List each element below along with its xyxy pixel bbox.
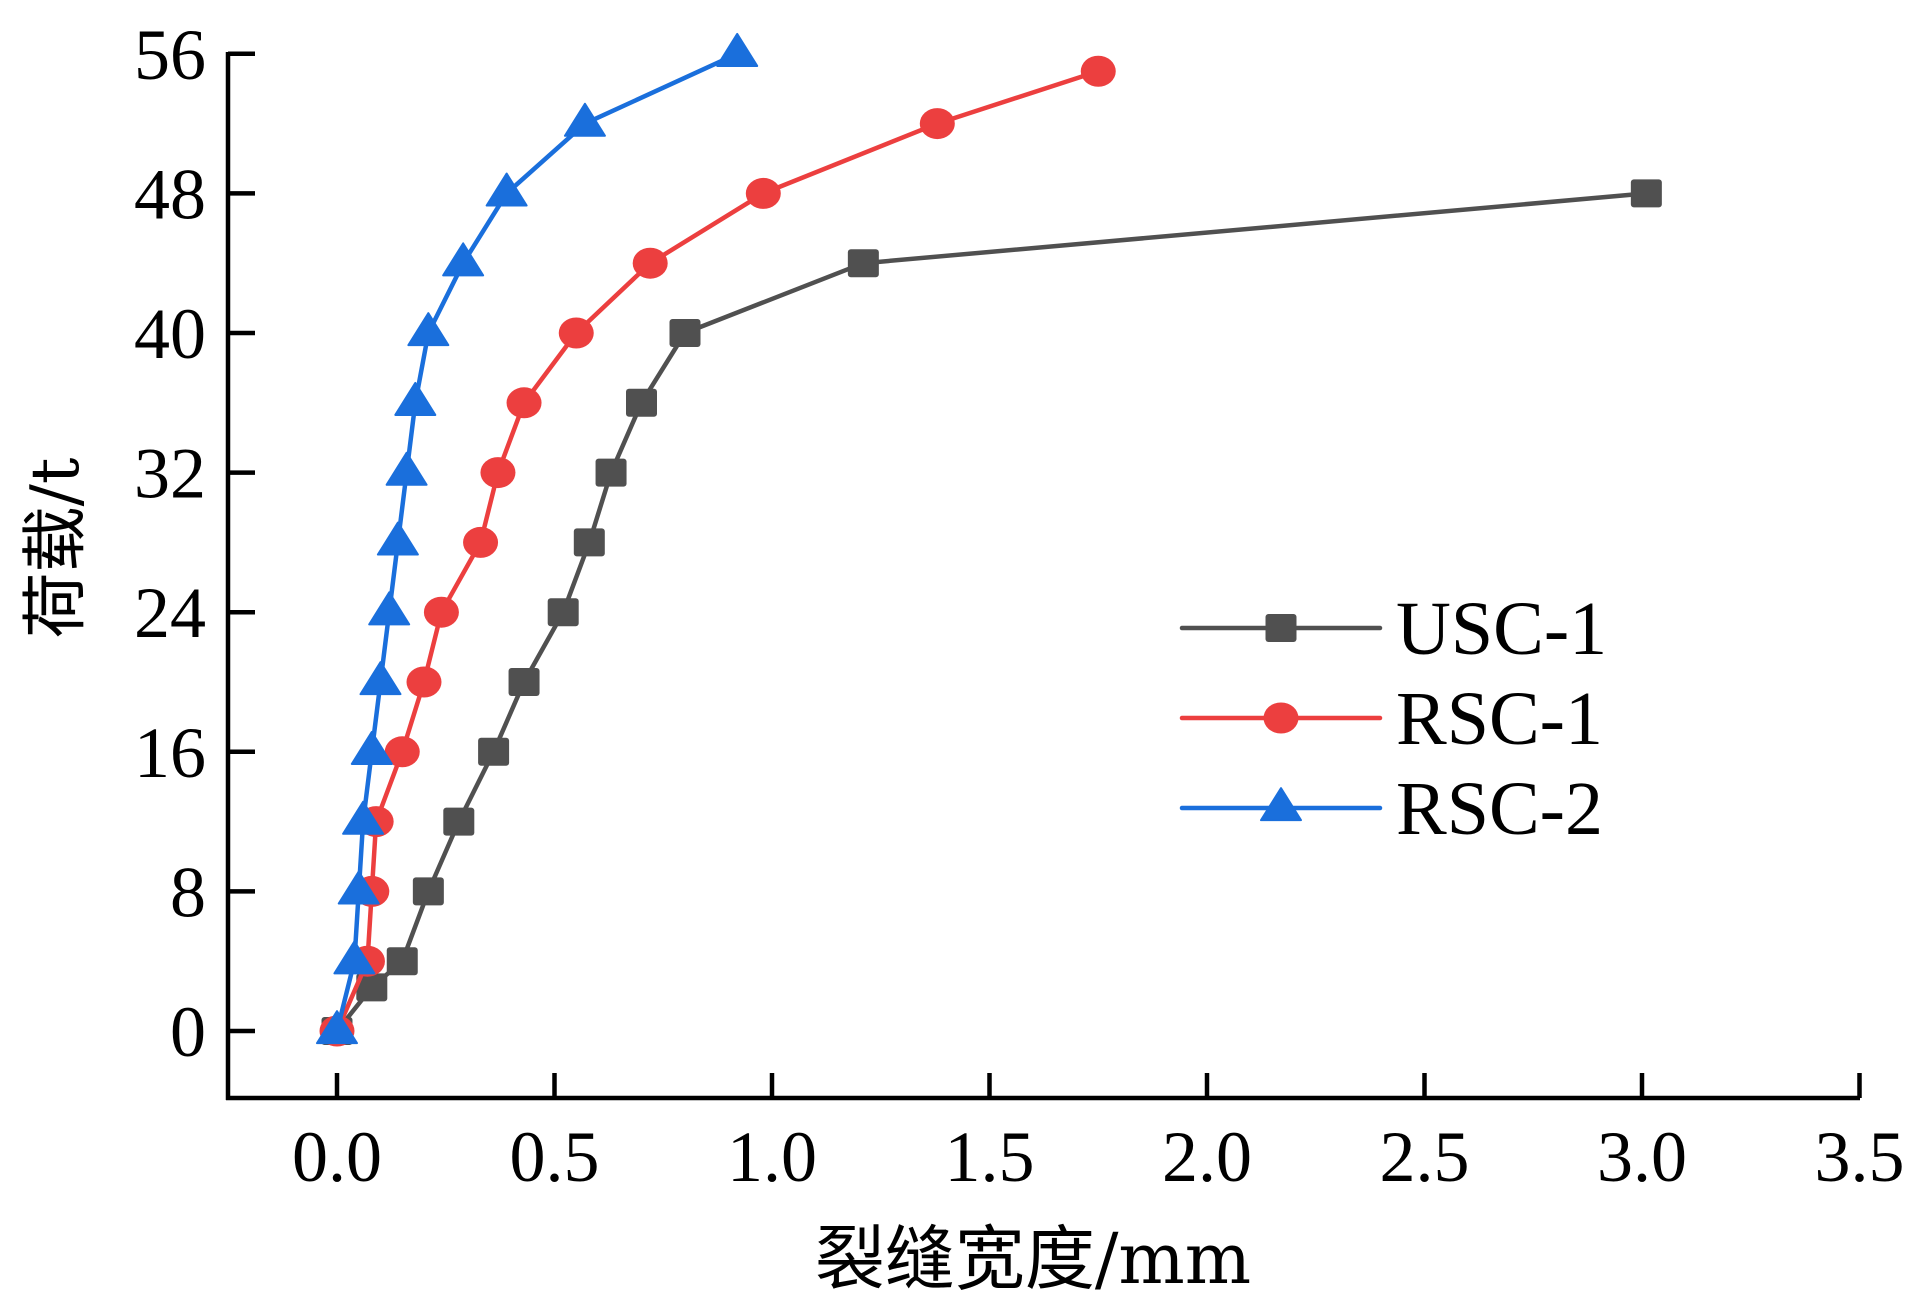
data-point-triangle [342, 800, 385, 835]
y-tick-label: 8 [170, 852, 206, 932]
legend-item: RSC-2 [1179, 767, 1603, 851]
x-tick-label: 0.0 [292, 1117, 382, 1197]
data-point-square [412, 877, 444, 906]
data-point-triangle [333, 940, 376, 975]
data-point-triangle [316, 1010, 358, 1045]
data-point-triangle [385, 451, 428, 486]
data-point-triangle [716, 32, 759, 67]
axes: 0 8 16 24 32 40 48 56 0.0 0.5 1.0 1.5 2.0 2.5 3.0 3.5 [134, 15, 1905, 1197]
data-point-square [669, 319, 701, 347]
data-point-triangle [485, 172, 528, 207]
data-point-triangle [394, 381, 437, 416]
data-point-square [1630, 179, 1662, 208]
x-ticks: 0.0 0.5 1.0 1.5 2.0 2.5 3.0 3.5 [292, 1073, 1905, 1197]
data-point-triangle [442, 242, 485, 277]
legend-marker-square [1265, 614, 1297, 642]
series-usc-1 [321, 179, 1662, 1045]
data-point-circle [480, 457, 516, 489]
data-point-circle [745, 177, 781, 209]
data-point-square [595, 458, 627, 487]
data-point-square [478, 737, 510, 766]
legend-label: USC-1 [1396, 587, 1607, 671]
y-axis-title: 荷载/t [17, 458, 94, 639]
x-tick-label: 2.5 [1380, 1117, 1470, 1197]
x-tick-label: 1.5 [945, 1117, 1035, 1197]
data-point-square [356, 973, 388, 1002]
x-tick-label: 0.5 [510, 1117, 600, 1197]
x-tick-label: 2.0 [1162, 1117, 1252, 1197]
data-point-circle [558, 317, 594, 349]
y-tick-label: 24 [134, 573, 206, 653]
data-point-circle [506, 387, 542, 419]
data-point-triangle [407, 312, 450, 347]
data-point-triangle [563, 102, 606, 137]
data-point-triangle [350, 730, 393, 765]
series-rsc-2 [316, 32, 759, 1045]
data-point-circle [384, 736, 420, 768]
legend-item: USC-1 [1179, 587, 1607, 671]
data-point-triangle [376, 521, 419, 556]
y-tick-label: 56 [134, 15, 206, 95]
y-tick-label: 32 [134, 434, 206, 514]
data-point-square [386, 947, 418, 976]
data-point-triangle [368, 591, 411, 626]
data-point-square [547, 598, 579, 627]
data-point-circle [632, 247, 668, 279]
y-tick-label: 48 [134, 154, 206, 234]
legend-label: RSC-2 [1396, 767, 1603, 851]
data-point-square [508, 668, 540, 696]
data-point-circle [463, 526, 499, 558]
x-axis-title: 裂缝宽度/mm [815, 1218, 1251, 1300]
y-tick-label: 16 [134, 713, 206, 793]
data-point-circle [919, 108, 955, 140]
data-point-square [847, 249, 879, 278]
data-point-circle [1080, 55, 1116, 87]
series-line [334, 69, 1099, 1032]
legend-marker-triangle [1260, 787, 1302, 822]
data-point-square [573, 528, 605, 557]
data-point-square [626, 388, 657, 417]
data-point-circle [406, 666, 442, 698]
y-ticks: 0 8 16 24 32 40 48 56 [134, 15, 255, 1072]
legend-marker-circle [1263, 702, 1299, 734]
legend-label: RSC-1 [1396, 677, 1603, 761]
data-point-triangle [337, 870, 380, 905]
legend-item: RSC-1 [1179, 677, 1603, 761]
y-tick-label: 40 [134, 294, 206, 374]
data-point-circle [423, 596, 459, 628]
y-tick-label: 0 [170, 992, 206, 1072]
x-tick-label: 3.0 [1597, 1117, 1687, 1197]
series-layer [316, 32, 1662, 1047]
x-tick-label: 3.5 [1815, 1117, 1905, 1197]
data-point-triangle [359, 661, 402, 696]
x-tick-label: 1.0 [727, 1117, 817, 1197]
data-point-square [443, 807, 475, 836]
